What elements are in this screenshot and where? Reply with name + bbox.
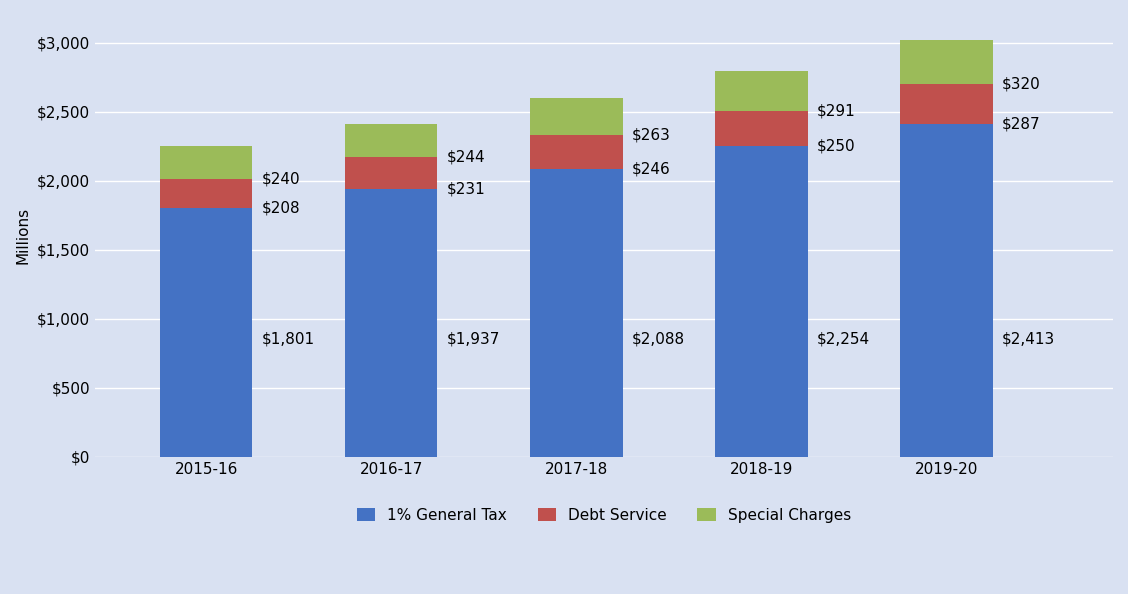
Text: $250: $250 [817, 138, 855, 153]
Bar [715, 71, 808, 111]
Text: $231: $231 [447, 182, 485, 197]
Text: $2,413: $2,413 [1002, 332, 1055, 347]
Bar [160, 146, 253, 179]
Legend: 1% General Tax, Debt Service, Special Charges: 1% General Tax, Debt Service, Special Ch… [351, 501, 857, 529]
Text: $1,801: $1,801 [262, 332, 315, 347]
Text: $208: $208 [262, 201, 300, 216]
Bar [715, 111, 808, 146]
Bar [900, 84, 993, 124]
Bar [530, 169, 623, 457]
Bar [900, 40, 993, 84]
Text: $2,254: $2,254 [817, 332, 870, 347]
Bar [530, 98, 623, 135]
Text: $1,937: $1,937 [447, 332, 500, 347]
Text: $246: $246 [632, 161, 670, 176]
Bar [900, 124, 993, 457]
Bar [715, 146, 808, 457]
Bar [530, 135, 623, 169]
Bar [345, 124, 438, 157]
Text: $263: $263 [632, 127, 671, 142]
Text: $287: $287 [1002, 116, 1040, 131]
Y-axis label: Millions: Millions [15, 207, 30, 264]
Text: $320: $320 [1002, 77, 1041, 91]
Bar [160, 208, 253, 457]
Bar [345, 157, 438, 189]
Text: $291: $291 [817, 103, 856, 119]
Text: $240: $240 [262, 172, 300, 187]
Text: $2,088: $2,088 [632, 332, 685, 347]
Bar [160, 179, 253, 208]
Text: $244: $244 [447, 150, 485, 165]
Bar [345, 189, 438, 457]
